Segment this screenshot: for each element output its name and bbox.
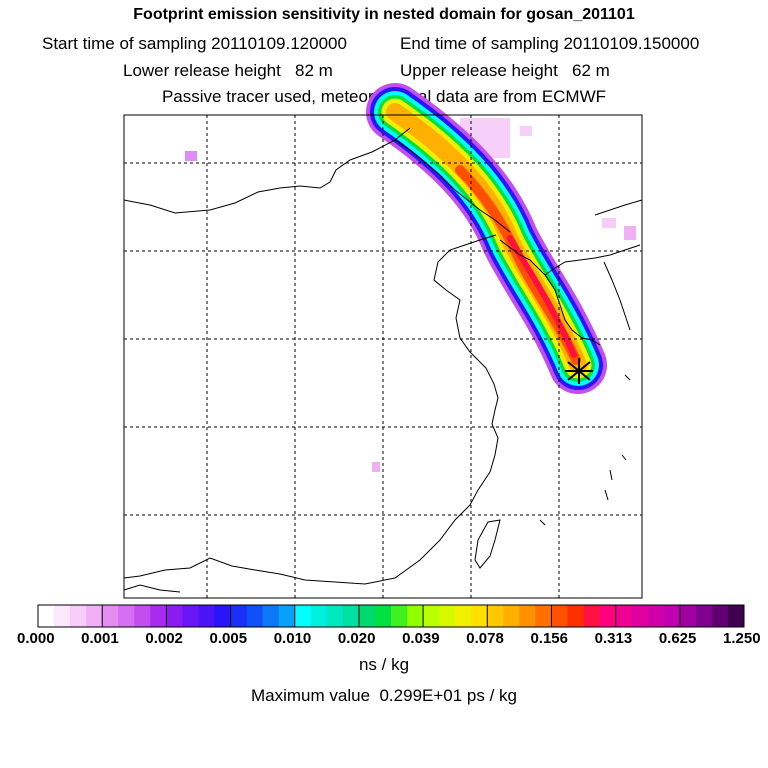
colorbar-cell [407, 605, 424, 627]
release-site-marker [565, 358, 593, 384]
colorbar-cell [487, 605, 504, 627]
lower-height-label: Lower release height 82 m [123, 61, 333, 80]
colorbar-tick-label: 0.020 [337, 630, 376, 647]
colorbar-cell [102, 605, 119, 627]
colorbar-cell [471, 605, 488, 627]
colorbar-cell [535, 605, 552, 627]
map-title: Footprint emission sensitivity in nested… [133, 6, 635, 23]
colorbar-tick-label: 0.078 [466, 630, 504, 647]
colorbar [38, 605, 745, 627]
colorbar-cell [711, 605, 729, 627]
colorbar-cell [182, 605, 199, 627]
colorbar-cell [246, 605, 264, 627]
coastlines [123, 127, 643, 593]
colorbar-cell [214, 605, 231, 627]
colorbar-tick-label: 0.000 [17, 630, 55, 647]
maximum-value-label: Maximum value 0.299E+01 ps / kg [251, 686, 517, 705]
grid-lines [124, 115, 642, 598]
colorbar-cell [567, 605, 584, 627]
colorbar-cell [615, 605, 633, 627]
colorbar-ticks [37, 604, 745, 628]
colorbar-tick-label: 0.156 [530, 630, 568, 647]
colorbar-cell [374, 605, 392, 627]
start-time-label: Start time of sampling 20110109.120000 [42, 34, 347, 53]
colorbar-cell [198, 605, 215, 627]
colorbar-cell [134, 605, 151, 627]
colorbar-cell [150, 605, 167, 627]
colorbar-cell [358, 605, 376, 627]
colorbar-cell [455, 605, 472, 627]
colorbar-cell [70, 605, 87, 627]
colorbar-cell [583, 605, 600, 627]
colorbar-tick-label: 0.625 [658, 630, 697, 647]
colorbar-cell [118, 605, 135, 627]
end-time-label: End time of sampling 20110109.150000 [400, 34, 700, 53]
colorbar-tick-label: 1.250 [723, 630, 761, 647]
colorbar-cell [695, 605, 713, 627]
colorbar-tick-label: 0.039 [402, 630, 440, 647]
colorbar-cell [439, 605, 456, 627]
colorbar-cell [230, 605, 247, 627]
colorbar-tick-label: 0.313 [594, 630, 633, 647]
plume [366, 83, 607, 394]
colorbar-cell [663, 605, 681, 627]
colorbar-cell [391, 605, 408, 627]
colorbar-cell [631, 605, 649, 627]
colorbar-cell [86, 605, 103, 627]
colorbar-unit: ns / kg [358, 655, 410, 674]
upper-height-label: Upper release height 62 m [400, 61, 610, 80]
colorbar-cell [278, 605, 296, 627]
colorbar-cell [342, 605, 360, 627]
colorbar-cell [423, 605, 440, 627]
map-frame [123, 114, 643, 599]
colorbar-cell [54, 605, 71, 627]
colorbar-cell [262, 605, 280, 627]
colorbar-tick-label: 0.010 [273, 630, 312, 647]
colorbar-cell [599, 605, 617, 627]
colorbar-cell [679, 605, 697, 627]
colorbar-cell [727, 605, 745, 627]
colorbar-cell [326, 605, 344, 627]
colorbar-cell [519, 605, 536, 627]
colorbar-tick-label: 0.005 [209, 630, 248, 647]
colorbar-tick-label: 0.001 [81, 630, 119, 647]
colorbar-cell [38, 605, 55, 627]
colorbar-cell [166, 605, 183, 627]
colorbar-frame [37, 604, 745, 628]
colorbar-cell [294, 605, 312, 627]
colorbar-cell [647, 605, 665, 627]
colorbar-cell [310, 605, 328, 627]
colorbar-cell [551, 605, 568, 627]
colorbar-tick-label: 0.002 [145, 630, 183, 647]
colorbar-cell [503, 605, 520, 627]
